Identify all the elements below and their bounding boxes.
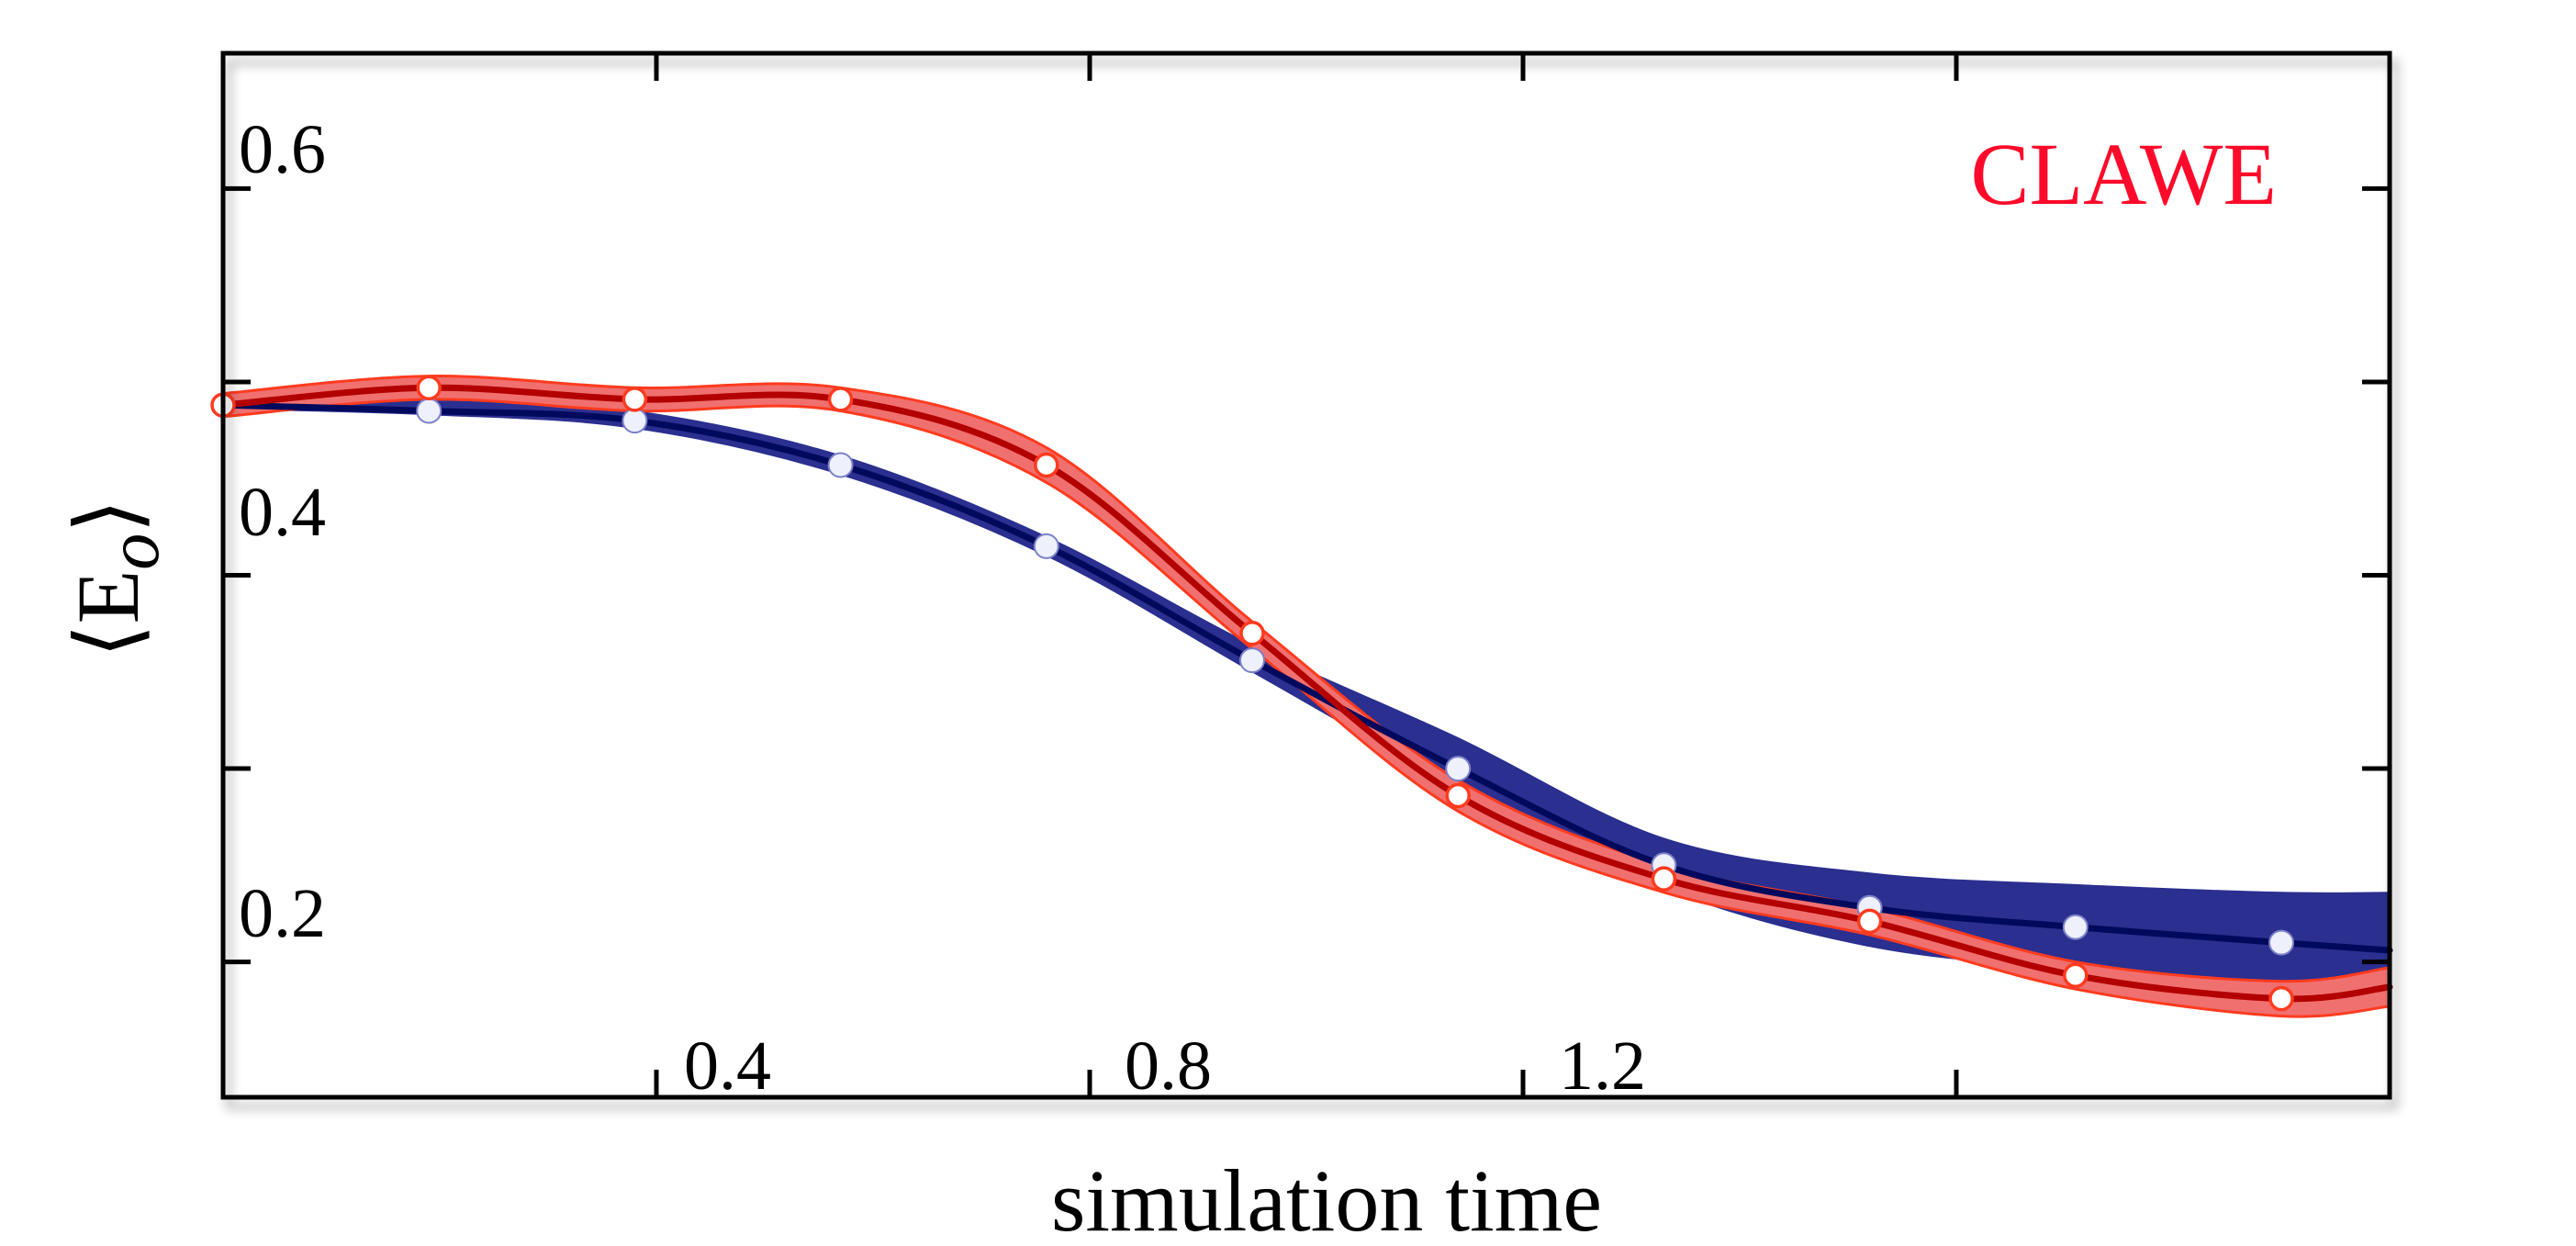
- y-tick-label-0.2: 0.2: [239, 875, 326, 952]
- CLAWE-marker-5: [1239, 620, 1265, 646]
- reference-marker-9: [2268, 929, 2294, 956]
- CLAWE-marker-3: [827, 387, 854, 412]
- CLAWE-marker-9: [2063, 962, 2089, 989]
- svg-text:⟨Eo⟩: ⟨Eo⟩: [59, 499, 174, 658]
- CLAWE-marker-8: [1856, 908, 1883, 935]
- y-tick-label-0.4: 0.4: [239, 474, 326, 551]
- CLAWE-marker-10: [2268, 985, 2294, 1012]
- CLAWE-marker-2: [622, 387, 648, 412]
- reference-marker-1: [622, 408, 648, 434]
- reference-marker-8: [2062, 914, 2089, 940]
- x-tick-label-0.4: 0.4: [684, 1027, 771, 1105]
- y-axis-label: ⟨Eo⟩: [59, 499, 174, 658]
- y-axis-label-subscript: o: [94, 533, 174, 570]
- reference-marker-3: [1033, 533, 1059, 559]
- y-axis-label-close: ⟩: [59, 499, 157, 533]
- reference-marker-4: [1239, 647, 1265, 674]
- CLAWE-marker-6: [1445, 782, 1471, 809]
- axis-ticks: [223, 53, 2390, 1097]
- reference-marker-2: [827, 452, 854, 478]
- y-tick-label-0.6: 0.6: [239, 111, 326, 188]
- series-markers: [210, 375, 2294, 1012]
- x-axis-label: simulation time: [1051, 1151, 1602, 1246]
- reference-marker-0: [416, 398, 442, 424]
- y-axis-label-open: ⟨E: [59, 570, 157, 658]
- reference-marker-5: [1445, 756, 1472, 782]
- CLAWE-marker-4: [1034, 452, 1059, 478]
- x-tick-label-0.8: 0.8: [1125, 1027, 1212, 1105]
- x-tick-label-1.2: 1.2: [1559, 1027, 1646, 1105]
- CLAWE-marker-1: [416, 375, 442, 401]
- clawe-annotation: CLAWE: [1970, 125, 2277, 223]
- CLAWE-marker-7: [1651, 866, 1677, 892]
